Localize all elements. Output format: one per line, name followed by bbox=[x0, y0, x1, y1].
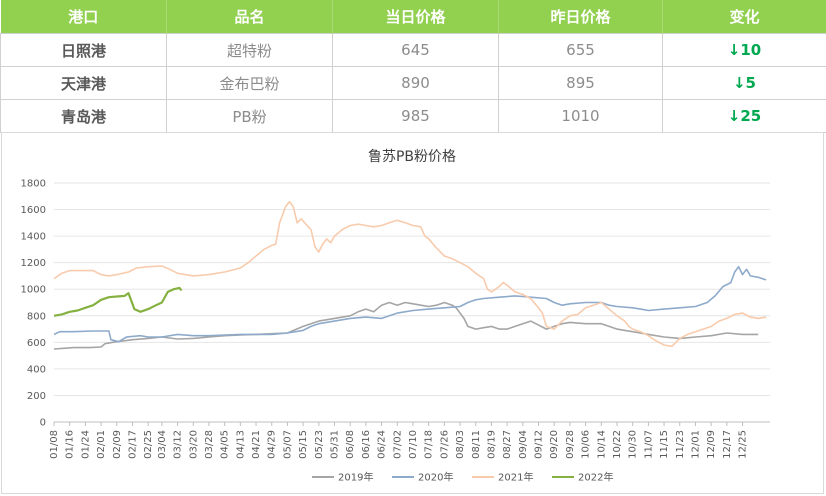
x-tick-label: 11/15 bbox=[659, 430, 670, 459]
yesterday-price-cell: 655 bbox=[498, 33, 663, 67]
x-tick-label: 03/12 bbox=[173, 430, 184, 459]
header-change: 变化 bbox=[662, 0, 826, 34]
x-tick-label: 05/07 bbox=[282, 430, 293, 459]
x-tick-label: 02/01 bbox=[96, 430, 107, 459]
chart-title: 鲁苏PB粉价格 bbox=[368, 149, 456, 165]
y-tick-label: 0 bbox=[40, 418, 46, 429]
x-tick-label: 03/20 bbox=[188, 430, 199, 459]
series-line bbox=[53, 200, 767, 348]
change-cell: ↓5 bbox=[662, 66, 826, 100]
legend-label: 2020年 bbox=[418, 471, 453, 484]
change-cell: ↓25 bbox=[662, 99, 826, 133]
chart-series bbox=[53, 200, 767, 350]
header-product: 品名 bbox=[166, 0, 333, 34]
price-table: 港口 品名 当日价格 昨日价格 变化 日照港 超特粉 645 655 ↓10 天… bbox=[0, 0, 826, 133]
table-row: 日照港 超特粉 645 655 ↓10 bbox=[0, 33, 826, 67]
table-header-row: 港口 品名 当日价格 昨日价格 变化 bbox=[0, 0, 826, 34]
x-tick-label: 05/31 bbox=[330, 430, 341, 459]
x-tick-label: 05/15 bbox=[298, 430, 309, 459]
header-yesterday-price: 昨日价格 bbox=[498, 0, 663, 34]
y-tick-label: 600 bbox=[27, 338, 46, 349]
yesterday-price-cell: 895 bbox=[498, 66, 663, 100]
port-cell: 日照港 bbox=[0, 33, 167, 67]
x-tick-label: 08/11 bbox=[471, 430, 482, 459]
x-tick-label: 07/26 bbox=[439, 430, 450, 459]
x-tick-label: 07/18 bbox=[424, 430, 435, 459]
x-tick-label: 08/19 bbox=[486, 430, 497, 459]
table-row: 天津港 金布巴粉 890 895 ↓5 bbox=[0, 66, 826, 100]
x-tick-label: 01/08 bbox=[49, 430, 60, 459]
x-tick-label: 11/07 bbox=[643, 430, 654, 459]
legend-label: 2022年 bbox=[578, 471, 613, 484]
series-line bbox=[53, 286, 183, 317]
today-price-cell: 645 bbox=[332, 33, 499, 67]
x-tick-label: 02/09 bbox=[112, 430, 123, 459]
x-tick-label: 12/17 bbox=[722, 430, 733, 459]
today-price-cell: 985 bbox=[332, 99, 499, 133]
series-line bbox=[53, 265, 767, 343]
y-axis: 0 200 400 600 800 1000 1200 1400 1600 1800 bbox=[21, 179, 46, 429]
x-tick-label: 01/24 bbox=[80, 430, 91, 459]
product-cell: PB粉 bbox=[166, 99, 333, 133]
x-tick-label: 04/05 bbox=[220, 430, 231, 459]
x-tick-label: 02/17 bbox=[127, 430, 138, 459]
x-tick-label: 02/25 bbox=[143, 430, 154, 459]
x-tick-label: 09/12 bbox=[534, 430, 545, 459]
x-tick-label: 10/30 bbox=[628, 430, 639, 459]
yesterday-price-cell: 1010 bbox=[498, 99, 663, 133]
x-tick-label: 07/10 bbox=[408, 430, 419, 459]
product-cell: 超特粉 bbox=[166, 33, 333, 67]
x-tick-label: 01/16 bbox=[65, 430, 76, 459]
x-tick-label: 10/06 bbox=[581, 430, 592, 459]
x-tick-label: 09/28 bbox=[565, 430, 576, 459]
header-port: 港口 bbox=[0, 0, 167, 34]
x-tick-label: 10/22 bbox=[612, 430, 623, 459]
x-tick-label: 10/14 bbox=[596, 430, 607, 459]
x-tick-label: 12/09 bbox=[706, 430, 717, 459]
chart-container: 鲁苏PB粉价格 0 200 400 600 800 1000 1200 1400 1600 180… bbox=[1, 132, 824, 494]
product-cell: 金布巴粉 bbox=[166, 66, 333, 100]
x-tick-label: 04/29 bbox=[267, 430, 278, 459]
y-tick-label: 1400 bbox=[21, 232, 46, 243]
y-tick-label: 1200 bbox=[21, 258, 46, 269]
table-row: 青岛港 PB粉 985 1010 ↓25 bbox=[0, 99, 826, 133]
x-tick-label: 03/04 bbox=[157, 430, 168, 459]
x-axis: 01/08 01/16 01/24 02/01 02/09 02/17 02/25 03/04… bbox=[49, 422, 749, 459]
x-tick-label: 09/20 bbox=[549, 430, 560, 459]
y-tick-label: 1600 bbox=[21, 205, 46, 216]
series-line bbox=[53, 301, 759, 350]
x-tick-label: 05/23 bbox=[314, 430, 325, 459]
x-tick-label: 03/28 bbox=[204, 430, 215, 459]
x-tick-label: 08/03 bbox=[455, 430, 466, 459]
x-tick-label: 09/04 bbox=[518, 430, 529, 459]
y-tick-label: 800 bbox=[27, 311, 46, 322]
header-today-price: 当日价格 bbox=[332, 0, 499, 34]
port-cell: 青岛港 bbox=[0, 99, 167, 133]
today-price-cell: 890 bbox=[332, 66, 499, 100]
x-tick-label: 11/23 bbox=[675, 430, 686, 459]
x-tick-label: 07/02 bbox=[392, 430, 403, 459]
y-tick-label: 1800 bbox=[21, 179, 46, 190]
x-tick-label: 12/25 bbox=[738, 430, 749, 459]
y-tick-label: 400 bbox=[27, 364, 46, 375]
chart-legend: 2019年 2020年 2021年 2022年 bbox=[312, 471, 613, 484]
x-tick-label: 12/01 bbox=[690, 430, 701, 459]
port-cell: 天津港 bbox=[0, 66, 167, 100]
x-tick-label: 06/16 bbox=[361, 430, 372, 459]
x-tick-label: 04/21 bbox=[251, 430, 262, 459]
y-tick-label: 1000 bbox=[21, 285, 46, 296]
x-tick-label: 06/24 bbox=[377, 430, 388, 459]
y-tick-label: 200 bbox=[27, 391, 46, 402]
change-cell: ↓10 bbox=[662, 33, 826, 67]
legend-label: 2019年 bbox=[338, 471, 373, 484]
legend-label: 2021年 bbox=[498, 471, 533, 484]
x-tick-label: 06/08 bbox=[345, 430, 356, 459]
x-tick-label: 08/27 bbox=[502, 430, 513, 459]
x-tick-label: 04/13 bbox=[235, 430, 246, 459]
price-line-chart: 鲁苏PB粉价格 0 200 400 600 800 1000 1200 1400 1600 180… bbox=[21, 149, 770, 484]
